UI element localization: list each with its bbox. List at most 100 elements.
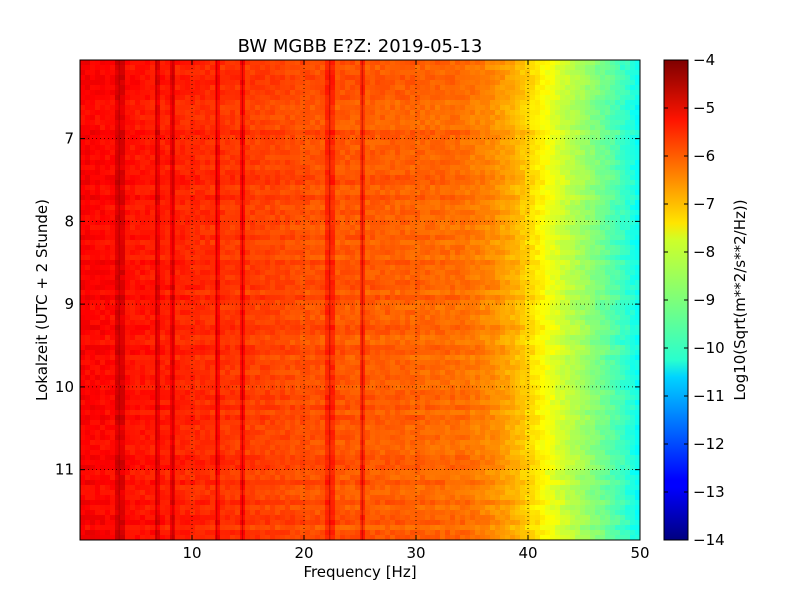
heatmap-cell xyxy=(120,200,126,206)
heatmap-cell xyxy=(130,135,136,141)
heatmap-cell xyxy=(175,185,181,191)
heatmap-cell xyxy=(255,255,261,261)
heatmap-cell xyxy=(370,115,376,121)
heatmap-cell xyxy=(350,240,356,246)
heatmap-cell xyxy=(380,90,386,96)
heatmap-cell xyxy=(420,275,426,281)
heatmap-cell xyxy=(325,125,331,131)
heatmap-cell xyxy=(515,125,521,131)
heatmap-cell xyxy=(605,220,611,226)
heatmap-cell xyxy=(425,235,431,241)
heatmap-cell xyxy=(235,140,241,146)
heatmap-cell xyxy=(155,155,161,161)
heatmap-cell xyxy=(110,150,116,156)
heatmap-cell xyxy=(330,215,336,221)
heatmap-cell xyxy=(415,265,421,271)
heatmap-cell xyxy=(550,100,556,106)
heatmap-cell xyxy=(530,135,536,141)
heatmap-cell xyxy=(580,60,586,66)
heatmap-cell xyxy=(630,185,636,191)
heatmap-cell xyxy=(480,70,486,76)
heatmap-cell xyxy=(560,210,566,216)
heatmap-cell xyxy=(190,70,196,76)
heatmap-cell xyxy=(440,175,446,181)
heatmap-cell xyxy=(415,140,421,146)
heatmap-cell xyxy=(560,245,566,251)
heatmap-cell xyxy=(335,145,341,151)
heatmap-cell xyxy=(610,275,616,281)
heatmap-cell xyxy=(605,130,611,136)
heatmap-cell xyxy=(500,165,506,171)
heatmap-cell xyxy=(625,155,631,161)
heatmap-cell xyxy=(635,220,640,226)
heatmap-cell xyxy=(325,260,331,266)
heatmap-cell xyxy=(85,160,91,166)
heatmap-cell xyxy=(450,145,456,151)
heatmap-cell xyxy=(390,95,396,101)
heatmap-cell xyxy=(285,70,291,76)
heatmap-cell xyxy=(290,150,296,156)
heatmap-cell xyxy=(245,155,251,161)
heatmap-cell xyxy=(190,190,196,196)
heatmap-cell xyxy=(120,270,126,276)
heatmap-cell xyxy=(125,215,131,221)
heatmap-cell xyxy=(340,185,346,191)
heatmap-cell xyxy=(470,145,476,151)
heatmap-cell xyxy=(100,240,106,246)
heatmap-cell xyxy=(420,140,426,146)
heatmap-cell xyxy=(535,145,541,151)
heatmap-cell xyxy=(505,160,511,166)
heatmap-cell xyxy=(125,80,131,86)
heatmap-cell xyxy=(445,195,451,201)
heatmap-cell xyxy=(235,160,241,166)
heatmap-cell xyxy=(470,225,476,231)
heatmap-cell xyxy=(245,60,251,66)
heatmap-cell xyxy=(180,260,186,266)
heatmap-cell xyxy=(460,200,466,206)
heatmap-cell xyxy=(295,75,301,81)
heatmap-cell xyxy=(200,240,206,246)
heatmap-cell xyxy=(325,105,331,111)
heatmap-cell xyxy=(125,90,131,96)
heatmap-cell xyxy=(410,70,416,76)
heatmap-cell xyxy=(580,190,586,196)
heatmap-cell xyxy=(300,85,306,91)
heatmap-cell xyxy=(455,165,461,171)
heatmap-cell xyxy=(315,170,321,176)
heatmap-cell xyxy=(115,260,121,266)
heatmap-cell xyxy=(150,245,156,251)
heatmap-cell xyxy=(320,265,326,271)
heatmap-cell xyxy=(475,155,481,161)
heatmap-cell xyxy=(505,250,511,256)
heatmap-cell xyxy=(145,125,151,131)
heatmap-cell xyxy=(435,110,441,116)
heatmap-cell xyxy=(210,235,216,241)
heatmap-cell xyxy=(450,190,456,196)
heatmap-cell xyxy=(320,225,326,231)
heatmap-cell xyxy=(375,65,381,71)
heatmap-cell xyxy=(550,120,556,126)
heatmap-cell xyxy=(555,175,561,181)
heatmap-cell xyxy=(555,90,561,96)
heatmap-cell xyxy=(195,110,201,116)
heatmap-cell xyxy=(340,220,346,226)
heatmap-cell xyxy=(355,85,361,91)
heatmap-cell xyxy=(210,105,216,111)
heatmap-cell xyxy=(355,125,361,131)
heatmap-cell xyxy=(140,270,146,276)
heatmap-cell xyxy=(225,180,231,186)
heatmap-cell xyxy=(245,95,251,101)
heatmap-cell xyxy=(375,210,381,216)
heatmap-cell xyxy=(300,195,306,201)
heatmap-cell xyxy=(245,165,251,171)
heatmap-cell xyxy=(275,200,281,206)
heatmap-cell xyxy=(460,75,466,81)
heatmap-cell xyxy=(470,70,476,76)
heatmap-cell xyxy=(325,140,331,146)
heatmap-cell xyxy=(600,160,606,166)
heatmap-cell xyxy=(455,175,461,181)
heatmap-cell xyxy=(325,190,331,196)
heatmap-cell xyxy=(265,140,271,146)
heatmap-cell xyxy=(550,115,556,121)
heatmap-cell xyxy=(350,255,356,261)
